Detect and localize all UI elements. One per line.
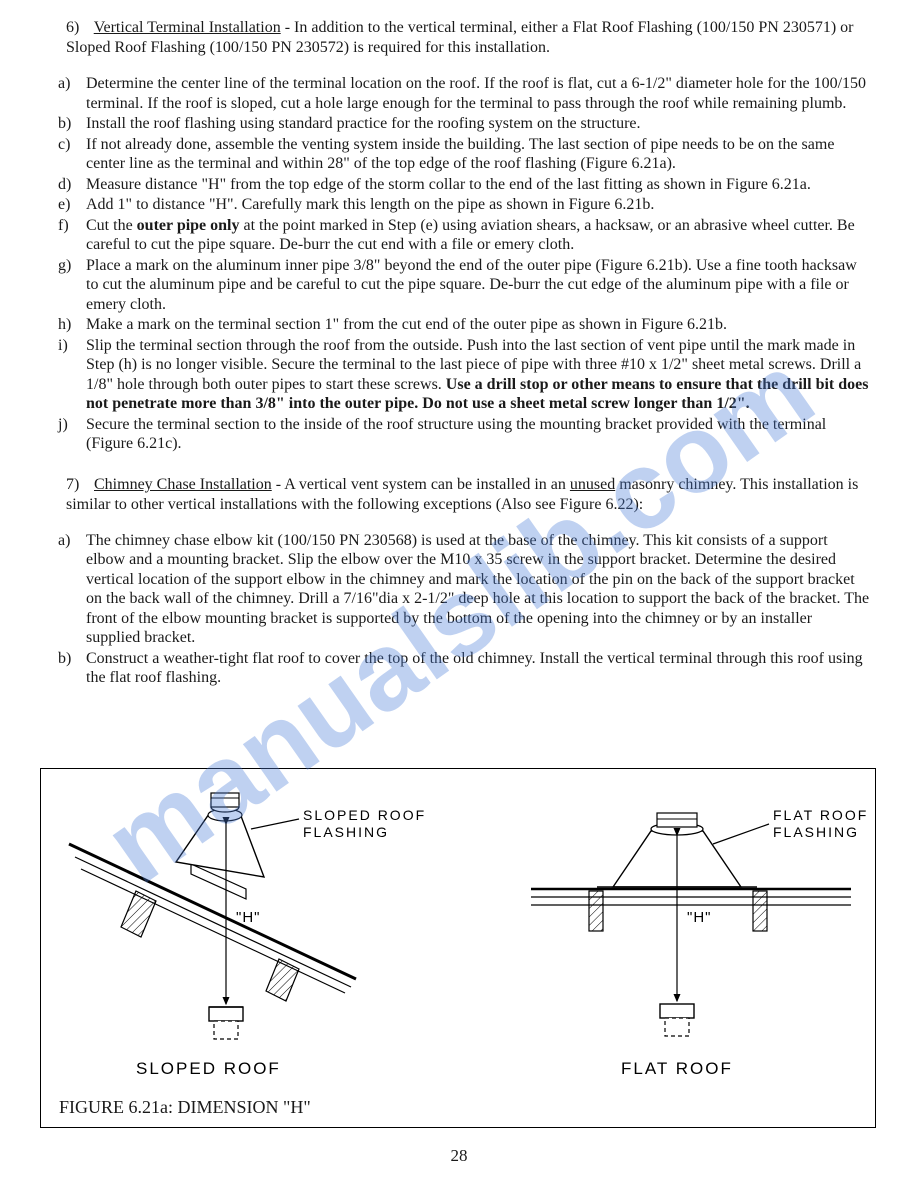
- section7-list: a)The chimney chase elbow kit (100/150 P…: [58, 531, 870, 688]
- item-6b: b)Install the roof flashing using standa…: [58, 114, 870, 134]
- item-6a: a)Determine the center line of the termi…: [58, 74, 870, 113]
- item-6f: f)Cut the outer pipe only at the point m…: [58, 216, 870, 255]
- section6-list: a)Determine the center line of the termi…: [58, 74, 870, 454]
- page-number: 28: [0, 1146, 918, 1166]
- section6-title: Vertical Terminal Installation: [94, 19, 281, 36]
- label-sloped-flash-1: SLOPED ROOF: [303, 807, 426, 823]
- item-6c: c)If not already done, assemble the vent…: [58, 135, 870, 174]
- section7-title: Chimney Chase Installation: [94, 476, 272, 493]
- figure-6-21a: SLOPED ROOF FLASHING FLAT ROOF FLASHING …: [40, 768, 876, 1128]
- item-7b: b)Construct a weather-tight flat roof to…: [58, 649, 870, 688]
- page: manualslib.com 6) Vertical Terminal Inst…: [0, 0, 918, 1188]
- section7-heading: 7) Chimney Chase Installation - A vertic…: [66, 475, 870, 515]
- item-6i: i)Slip the terminal section through the …: [58, 336, 870, 414]
- label-flat-flash-1: FLAT ROOF: [773, 807, 868, 823]
- item-7a: a)The chimney chase elbow kit (100/150 P…: [58, 531, 870, 648]
- item-6h: h)Make a mark on the terminal section 1"…: [58, 315, 870, 335]
- section6-heading: 6) Vertical Terminal Installation - In a…: [66, 18, 870, 58]
- section6-number: 6): [66, 18, 90, 38]
- label-flat-roof: FLAT ROOF: [621, 1059, 733, 1079]
- item-6e: e)Add 1" to distance "H". Carefully mark…: [58, 195, 870, 215]
- item-6d: d)Measure distance "H" from the top edge…: [58, 175, 870, 195]
- label-sloped-roof: SLOPED ROOF: [136, 1059, 281, 1079]
- label-flat-flash-2: FLASHING: [773, 824, 859, 840]
- figure-caption: FIGURE 6.21a: DIMENSION "H": [59, 1097, 311, 1118]
- item-6g: g)Place a mark on the aluminum inner pip…: [58, 256, 870, 315]
- item-6j: j)Secure the terminal section to the ins…: [58, 415, 870, 454]
- label-sloped-flash-2: FLASHING: [303, 824, 389, 840]
- label-h-right: "H": [687, 909, 711, 926]
- section7-number: 7): [66, 475, 90, 495]
- label-h-left: "H": [236, 909, 260, 926]
